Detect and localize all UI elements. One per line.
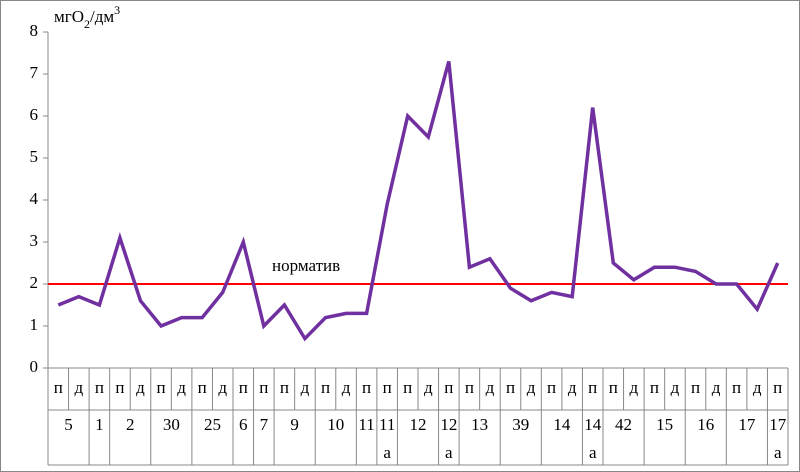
x-tick-label: д: [527, 378, 536, 397]
x-tick-label: д: [342, 378, 351, 397]
group-label: 16: [697, 415, 714, 434]
x-tick-label: п: [588, 378, 597, 397]
x-tick-label: д: [753, 378, 762, 397]
x-tick-label: п: [239, 378, 248, 397]
group-label: 42: [615, 415, 632, 434]
x-tick-label: д: [630, 378, 639, 397]
x-tick-label: п: [773, 378, 782, 397]
x-tick-label: д: [486, 378, 495, 397]
x-tick-label: д: [301, 378, 310, 397]
x-tick-label: д: [177, 378, 186, 397]
y-tick-label: 4: [30, 189, 39, 208]
x-tick-label: д: [75, 378, 84, 397]
y-axis-label-part: /дм: [90, 7, 114, 26]
group-label: 39: [512, 415, 529, 434]
group-label: 15: [656, 415, 673, 434]
group-label: а: [445, 443, 453, 462]
x-tick-label: д: [218, 378, 227, 397]
x-tick-label: п: [732, 378, 741, 397]
group-label: 17: [769, 415, 787, 434]
group-label: 17: [738, 415, 756, 434]
group-label: 11: [379, 415, 395, 434]
x-tick-label: п: [54, 378, 63, 397]
group-label: 10: [327, 415, 344, 434]
x-tick-label: п: [280, 378, 289, 397]
y-axis-label: мгО2/дм3: [54, 3, 120, 31]
x-tick-label: п: [95, 378, 104, 397]
y-tick-label: 0: [30, 357, 39, 376]
group-label: 1: [95, 415, 104, 434]
y-axis-label-part: мгО: [54, 7, 84, 26]
y-tick-label: 6: [30, 105, 39, 124]
y-tick-label: 2: [30, 273, 39, 292]
group-label: 25: [204, 415, 221, 434]
group-label: 13: [471, 415, 488, 434]
group-label: а: [383, 443, 391, 462]
group-label: 9: [290, 415, 299, 434]
x-tick-label: д: [671, 378, 680, 397]
x-tick-label: п: [444, 378, 453, 397]
x-tick-label: п: [650, 378, 659, 397]
x-tick-label: д: [136, 378, 145, 397]
x-tick-label: п: [506, 378, 515, 397]
x-tick-label: п: [547, 378, 556, 397]
x-tick-label: п: [362, 378, 371, 397]
x-tick-label: п: [465, 378, 474, 397]
x-tick-label: п: [383, 378, 392, 397]
y-tick-label: 7: [30, 63, 39, 82]
group-label: 14: [584, 415, 602, 434]
group-label: 11: [358, 415, 374, 434]
x-tick-label: п: [198, 378, 207, 397]
x-tick-label: д: [568, 378, 577, 397]
reference-label: норматив: [272, 256, 340, 275]
y-tick-label: 3: [30, 231, 39, 250]
group-label: а: [589, 443, 597, 462]
x-tick-label: п: [321, 378, 330, 397]
group-label: 2: [126, 415, 135, 434]
group-label: 6: [239, 415, 248, 434]
x-tick-label: п: [609, 378, 618, 397]
y-axis-label-part: 3: [114, 3, 120, 17]
x-tick-label: п: [157, 378, 166, 397]
x-tick-label: п: [259, 378, 268, 397]
y-tick-label: 1: [30, 315, 39, 334]
x-tick-label: п: [115, 378, 124, 397]
data-line: [57, 60, 780, 342]
y-tick-label: 5: [30, 147, 39, 166]
group-label: а: [774, 443, 782, 462]
group-label: 30: [163, 415, 180, 434]
x-tick-label: п: [691, 378, 700, 397]
group-label: 14: [553, 415, 571, 434]
group-label: 5: [64, 415, 73, 434]
x-tick-label: п: [403, 378, 412, 397]
x-tick-label: д: [424, 378, 433, 397]
y-tick-label: 8: [30, 21, 39, 40]
group-label: 12: [440, 415, 457, 434]
y-axis-label-part: 2: [84, 17, 90, 31]
group-label: 12: [410, 415, 427, 434]
group-label: 7: [260, 415, 269, 434]
x-tick-label: д: [712, 378, 721, 397]
